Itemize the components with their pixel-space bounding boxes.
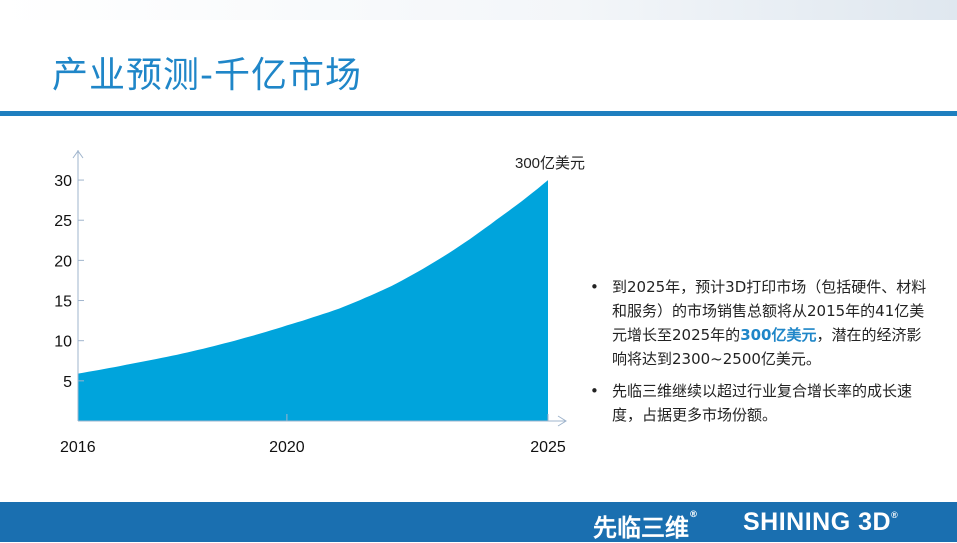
x-tick-label: 2016 xyxy=(60,439,96,456)
registered-mark: ® xyxy=(689,510,698,520)
brand-name-en: SHINING 3D® xyxy=(743,508,898,537)
x-tick-label: 2025 xyxy=(530,439,566,456)
x-tick-label: 2020 xyxy=(269,439,305,456)
brand-cn-text: 先临三维 xyxy=(593,514,689,542)
x-axis-arrow xyxy=(557,415,567,427)
y-tick-label: 10 xyxy=(54,334,72,351)
area-series xyxy=(78,180,548,421)
bullet-marker: • xyxy=(590,278,599,296)
bullet-item-company-growth: • 先临三维继续以超过行业复合增长率的成长速度，占据更多市场份额。 xyxy=(590,379,930,427)
y-tick-label: 20 xyxy=(54,253,72,270)
bullet-text-tail: ，潜在的经济影响将达到2300~2500亿美元。 xyxy=(612,326,922,368)
bullet-highlight: 300亿美元 xyxy=(740,326,817,344)
bullet-list: • 到2025年，预计3D打印市场（包括硬件、材料和服务）的市场销售总额将从20… xyxy=(590,275,930,435)
brand-en-text: SHINING 3D xyxy=(743,508,892,536)
chart-annotation: 300亿美元 xyxy=(515,155,585,172)
y-axis-arrow xyxy=(72,150,84,159)
bullet-item-market-forecast: • 到2025年，预计3D打印市场（包括硬件、材料和服务）的市场销售总额将从20… xyxy=(590,275,930,371)
bullet-text: 到2025年，预计3D打印市场（包括硬件、材料和服务）的市场销售总额将从2015… xyxy=(612,278,927,344)
registered-mark: ® xyxy=(891,510,899,520)
top-gradient-strip xyxy=(0,0,957,20)
title-divider xyxy=(0,111,957,116)
y-tick-label: 30 xyxy=(54,173,72,190)
y-tick-label: 5 xyxy=(63,374,72,391)
y-tick-label: 25 xyxy=(54,213,72,230)
bullet-text: 先临三维继续以超过行业复合增长率的成长速度，占据更多市场份额。 xyxy=(612,382,913,424)
bullet-marker: • xyxy=(590,382,599,400)
footer-bar: 先临三维® SHINING 3D® xyxy=(0,502,957,542)
y-tick-label: 15 xyxy=(54,294,72,311)
page-title: 产业预测-千亿市场 xyxy=(52,55,362,96)
brand-name-cn: 先临三维® xyxy=(593,508,698,543)
